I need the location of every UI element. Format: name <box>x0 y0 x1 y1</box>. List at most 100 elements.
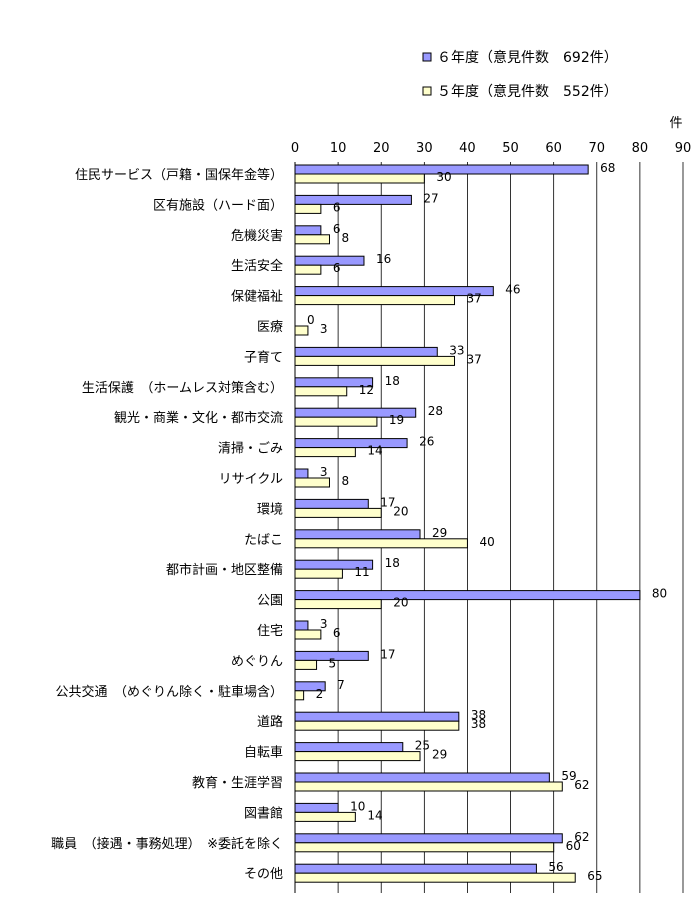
bar-series-0 <box>294 468 309 479</box>
bar-series-1 <box>294 842 555 853</box>
x-tick-label: 30 <box>416 141 433 156</box>
x-tick-label: 40 <box>459 141 476 156</box>
data-label-series-0: 10 <box>350 799 365 813</box>
axis-unit-label: 件 <box>669 116 682 131</box>
category-label: 子育て <box>244 349 283 365</box>
data-label-series-0: 33 <box>449 343 464 357</box>
data-label-series-1: 62 <box>574 778 589 792</box>
bar-series-0 <box>294 346 438 357</box>
category-label: 医療 <box>257 320 283 335</box>
bar-series-1 <box>294 416 378 427</box>
x-tick-label: 90 <box>675 141 692 156</box>
data-label-series-1: 6 <box>333 626 341 640</box>
data-label-series-1: 11 <box>354 565 369 579</box>
category-label: 道路 <box>257 714 283 730</box>
category-label: 生活安全 <box>231 258 283 274</box>
legend: ６年度（意見件数 692件） ５年度（意見件数 552件） <box>422 49 618 100</box>
category-label: 清掃・ごみ <box>218 441 283 457</box>
bar-series-1 <box>294 659 318 670</box>
data-label-series-0: 26 <box>419 435 434 449</box>
data-label-series-0: 16 <box>376 252 391 266</box>
bar-series-1 <box>294 751 421 762</box>
data-label-series-1: 5 <box>329 656 337 670</box>
data-label-series-1: 65 <box>587 869 602 883</box>
data-label-series-0: 38 <box>471 708 486 722</box>
bar-series-0 <box>294 620 309 631</box>
data-label-series-0: 56 <box>548 860 563 874</box>
data-label-series-1: 8 <box>341 231 349 245</box>
data-label-series-0: 17 <box>380 495 395 509</box>
category-label: 危機災害 <box>231 228 283 244</box>
data-label-series-1: 29 <box>432 748 447 762</box>
bar-series-0 <box>294 255 365 266</box>
bar-series-1 <box>294 264 322 275</box>
category-label: 保健福祉 <box>231 290 283 305</box>
x-tick-label: 0 <box>291 141 299 156</box>
category-label: 住民サービス（戸籍・国保年金等） <box>75 167 283 183</box>
data-label-series-1: 60 <box>566 839 581 853</box>
data-label-series-0: 62 <box>574 830 589 844</box>
bar-series-1 <box>294 872 576 883</box>
data-label-series-0: 6 <box>333 222 341 236</box>
bar-series-0 <box>294 863 537 874</box>
category-label: 生活保護 （ホームレス対策含む） <box>82 380 283 396</box>
bar-series-1 <box>294 720 460 731</box>
category-label: その他 <box>244 867 283 882</box>
data-label-series-0: 29 <box>432 526 447 540</box>
bar-series-1 <box>294 173 425 184</box>
category-label: 自転車 <box>244 746 283 761</box>
bar-series-1 <box>294 599 382 610</box>
bar-series-0 <box>294 742 404 753</box>
data-label-series-1: 3 <box>320 322 328 336</box>
bar-series-0 <box>294 711 460 722</box>
bar-series-1 <box>294 447 356 458</box>
data-label-series-0: 59 <box>561 769 576 783</box>
legend-label-series-1: ５年度（意見件数 552件） <box>437 83 618 100</box>
data-label-series-0: 27 <box>423 191 438 205</box>
bar-series-1 <box>294 355 456 366</box>
bar-series-1 <box>294 568 343 579</box>
x-axis-ticks: 0 10 20 30 40 50 60 70 80 90 <box>291 141 691 156</box>
x-tick-label: 20 <box>373 141 390 156</box>
data-label-series-0: 80 <box>652 587 667 601</box>
category-label: 都市計画・地区整備 <box>166 562 283 578</box>
x-tick-label: 10 <box>330 141 347 156</box>
category-label: たばこ <box>244 533 283 548</box>
category-label: 図書館 <box>244 806 283 821</box>
legend-swatch-series-1 <box>422 86 432 96</box>
x-tick-label: 60 <box>545 141 562 156</box>
category-label: 住宅 <box>257 624 283 639</box>
data-label-series-0: 28 <box>428 404 443 418</box>
bar-series-0 <box>294 772 550 783</box>
data-label-series-1: 14 <box>367 444 382 458</box>
bar-series-1 <box>294 295 456 306</box>
data-label-series-1: 37 <box>467 292 482 306</box>
category-label: 職員 （接遇・事務処理） ※委託を除く <box>51 836 283 852</box>
category-label: リサイクル <box>219 472 283 487</box>
data-label-series-0: 17 <box>380 647 395 661</box>
x-tick-label: 80 <box>632 141 649 156</box>
bar-series-1 <box>294 629 322 640</box>
bar-series-0 <box>294 590 641 601</box>
x-tick-label: 50 <box>502 141 519 156</box>
value-labels: 6830276681664637033337181228192614381720… <box>307 161 667 883</box>
category-label: 公共交通 （めぐりん除く・駐車場含） <box>55 684 283 700</box>
data-label-series-0: 0 <box>307 313 315 327</box>
bar-series-0 <box>294 498 369 509</box>
bar-series-0 <box>294 529 421 540</box>
bar-series-0 <box>294 438 408 449</box>
category-label: 観光・商業・文化・都市交流 <box>114 410 283 426</box>
bar-series-1 <box>294 386 348 397</box>
category-label: 公園 <box>257 594 283 609</box>
bar-series-1 <box>294 477 330 488</box>
data-label-series-1: 20 <box>393 504 408 518</box>
category-label: 教育・生涯学習 <box>192 775 283 791</box>
bar-series-1 <box>294 538 468 549</box>
data-label-series-1: 8 <box>341 474 349 488</box>
bar-series-0 <box>294 802 339 813</box>
data-label-series-0: 3 <box>320 617 328 631</box>
data-label-series-0: 25 <box>415 739 430 753</box>
data-label-series-1: 12 <box>359 383 374 397</box>
bar-series-0 <box>294 225 322 236</box>
